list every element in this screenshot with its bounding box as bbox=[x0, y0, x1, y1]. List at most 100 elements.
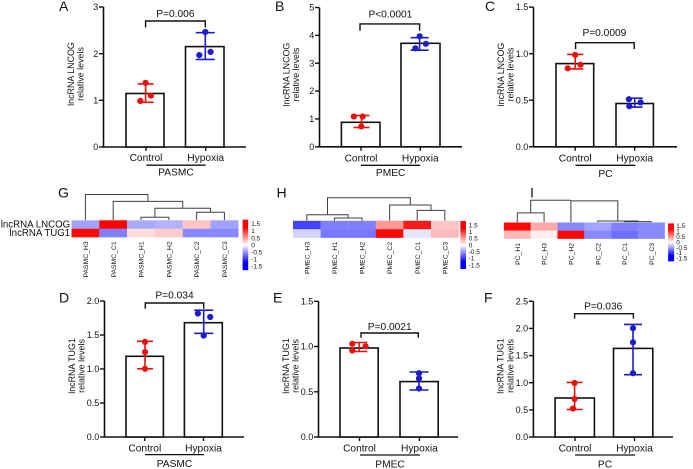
svg-text:PC_C3: PC_C3 bbox=[649, 243, 656, 265]
svg-text:Hypoxia: Hypoxia bbox=[401, 444, 438, 455]
svg-text:PMEC: PMEC bbox=[376, 168, 405, 179]
svg-text:1.5: 1.5 bbox=[516, 351, 529, 361]
svg-text:C: C bbox=[485, 0, 495, 14]
svg-text:1: 1 bbox=[251, 228, 255, 235]
svg-text:lncRNA TUG1: lncRNA TUG1 bbox=[67, 338, 77, 394]
svg-text:Control: Control bbox=[345, 154, 378, 165]
svg-text:lncRNA TUG1: lncRNA TUG1 bbox=[496, 338, 506, 394]
svg-text:-1: -1 bbox=[251, 256, 257, 263]
svg-text:0.0: 0.0 bbox=[516, 142, 529, 152]
svg-text:lncRNA LNCOG: lncRNA LNCOG bbox=[282, 43, 292, 107]
svg-text:Hypoxia: Hypoxia bbox=[402, 154, 439, 165]
svg-text:2.5: 2.5 bbox=[516, 296, 529, 306]
svg-text:Hypoxia: Hypoxia bbox=[616, 154, 653, 165]
svg-text:-1: -1 bbox=[469, 256, 475, 263]
svg-text:Control: Control bbox=[559, 444, 592, 455]
svg-text:P<0.0001: P<0.0001 bbox=[368, 10, 412, 21]
svg-text:P=0.0009: P=0.0009 bbox=[582, 28, 626, 39]
svg-text:PASMC_H1: PASMC_H1 bbox=[139, 241, 146, 277]
svg-text:F: F bbox=[484, 290, 493, 306]
svg-text:4: 4 bbox=[309, 31, 314, 41]
svg-text:0.5: 0.5 bbox=[301, 387, 314, 397]
svg-text:relative levels: relative levels bbox=[505, 339, 515, 393]
svg-text:PMEC_C2: PMEC_C2 bbox=[387, 242, 394, 274]
svg-text:PMEC_H3: PMEC_H3 bbox=[304, 242, 311, 274]
svg-text:P=0.0021: P=0.0021 bbox=[368, 322, 412, 333]
svg-text:0.5: 0.5 bbox=[516, 405, 529, 415]
svg-text:1: 1 bbox=[309, 114, 314, 124]
svg-text:2.0: 2.0 bbox=[516, 324, 529, 334]
svg-text:-1.5: -1.5 bbox=[469, 262, 480, 269]
svg-text:I: I bbox=[530, 185, 534, 201]
svg-text:A: A bbox=[59, 0, 69, 14]
svg-text:-1: -1 bbox=[676, 250, 682, 257]
svg-text:1.5: 1.5 bbox=[676, 223, 685, 230]
svg-text:relative levels: relative levels bbox=[505, 47, 515, 101]
svg-text:1: 1 bbox=[469, 229, 473, 236]
svg-text:1.0: 1.0 bbox=[516, 49, 529, 59]
svg-text:-1.5: -1.5 bbox=[676, 256, 687, 263]
svg-text:G: G bbox=[58, 185, 69, 201]
svg-text:0.5: 0.5 bbox=[676, 234, 685, 241]
svg-text:Hypoxia: Hypoxia bbox=[616, 444, 653, 455]
svg-text:0: 0 bbox=[309, 142, 314, 152]
svg-text:1.5: 1.5 bbox=[516, 2, 529, 12]
svg-text:0: 0 bbox=[251, 242, 255, 249]
svg-text:0: 0 bbox=[469, 242, 473, 249]
svg-text:Control: Control bbox=[559, 154, 592, 165]
svg-text:-1.5: -1.5 bbox=[251, 263, 262, 270]
svg-text:5: 5 bbox=[309, 3, 314, 13]
svg-text:0.5: 0.5 bbox=[469, 236, 478, 243]
svg-text:0.0: 0.0 bbox=[87, 432, 100, 442]
svg-text:lncRNA TUG1: lncRNA TUG1 bbox=[281, 338, 291, 394]
svg-text:Hypoxia: Hypoxia bbox=[187, 153, 224, 164]
svg-text:-0.5: -0.5 bbox=[676, 245, 687, 252]
svg-text:E: E bbox=[273, 290, 282, 306]
svg-text:lncRNA LNCOG: lncRNA LNCOG bbox=[66, 42, 76, 106]
svg-text:PMEC_C3: PMEC_C3 bbox=[442, 242, 449, 274]
svg-text:-0.5: -0.5 bbox=[251, 249, 262, 256]
svg-text:1.5: 1.5 bbox=[251, 221, 260, 228]
svg-text:Control: Control bbox=[343, 444, 376, 455]
svg-text:lncRNA TUG1: lncRNA TUG1 bbox=[10, 228, 71, 239]
svg-text:PMEC_C1: PMEC_C1 bbox=[415, 242, 422, 274]
svg-text:D: D bbox=[59, 290, 69, 306]
svg-text:PC_H3: PC_H3 bbox=[542, 243, 549, 265]
svg-text:relative levels: relative levels bbox=[77, 339, 87, 393]
svg-text:1.5: 1.5 bbox=[301, 296, 314, 306]
svg-text:0: 0 bbox=[93, 142, 98, 152]
svg-text:3: 3 bbox=[93, 2, 98, 12]
svg-text:2: 2 bbox=[93, 49, 98, 59]
svg-text:2: 2 bbox=[309, 86, 314, 96]
svg-text:lncRNA LNCOG: lncRNA LNCOG bbox=[496, 43, 506, 107]
svg-text:PC_H1: PC_H1 bbox=[515, 243, 522, 265]
svg-text:1.5: 1.5 bbox=[469, 222, 478, 229]
svg-text:2.0: 2.0 bbox=[87, 296, 100, 306]
svg-text:P=0.036: P=0.036 bbox=[584, 302, 623, 313]
svg-text:PC: PC bbox=[598, 460, 612, 469]
svg-text:1: 1 bbox=[93, 95, 98, 105]
svg-text:1.0: 1.0 bbox=[87, 364, 100, 374]
svg-text:3: 3 bbox=[309, 58, 314, 68]
svg-text:P=0.034: P=0.034 bbox=[155, 291, 194, 302]
svg-text:1.0: 1.0 bbox=[516, 378, 529, 388]
svg-text:0: 0 bbox=[676, 239, 680, 246]
svg-text:PMEC_H2: PMEC_H2 bbox=[360, 242, 367, 274]
svg-text:1.0: 1.0 bbox=[301, 342, 314, 352]
svg-text:lncRNA LNCOG: lncRNA LNCOG bbox=[1, 220, 70, 231]
svg-text:Control: Control bbox=[130, 153, 163, 164]
svg-text:1: 1 bbox=[676, 228, 680, 235]
svg-text:P=0.006: P=0.006 bbox=[156, 9, 195, 20]
svg-text:PASMC: PASMC bbox=[158, 168, 193, 179]
svg-text:0.5: 0.5 bbox=[516, 95, 529, 105]
svg-text:1.5: 1.5 bbox=[87, 330, 100, 340]
svg-text:PASMC_H3: PASMC_H3 bbox=[83, 241, 90, 277]
svg-text:PC_H2: PC_H2 bbox=[569, 243, 576, 265]
svg-text:H: H bbox=[277, 185, 287, 201]
svg-text:0.0: 0.0 bbox=[301, 432, 314, 442]
svg-text:PASMC_C2: PASMC_C2 bbox=[194, 241, 201, 277]
svg-text:PASMC_C3: PASMC_C3 bbox=[222, 241, 229, 277]
svg-text:relative levels: relative levels bbox=[291, 47, 301, 101]
svg-text:PMEC_H1: PMEC_H1 bbox=[332, 242, 339, 274]
svg-text:Control: Control bbox=[128, 444, 161, 455]
